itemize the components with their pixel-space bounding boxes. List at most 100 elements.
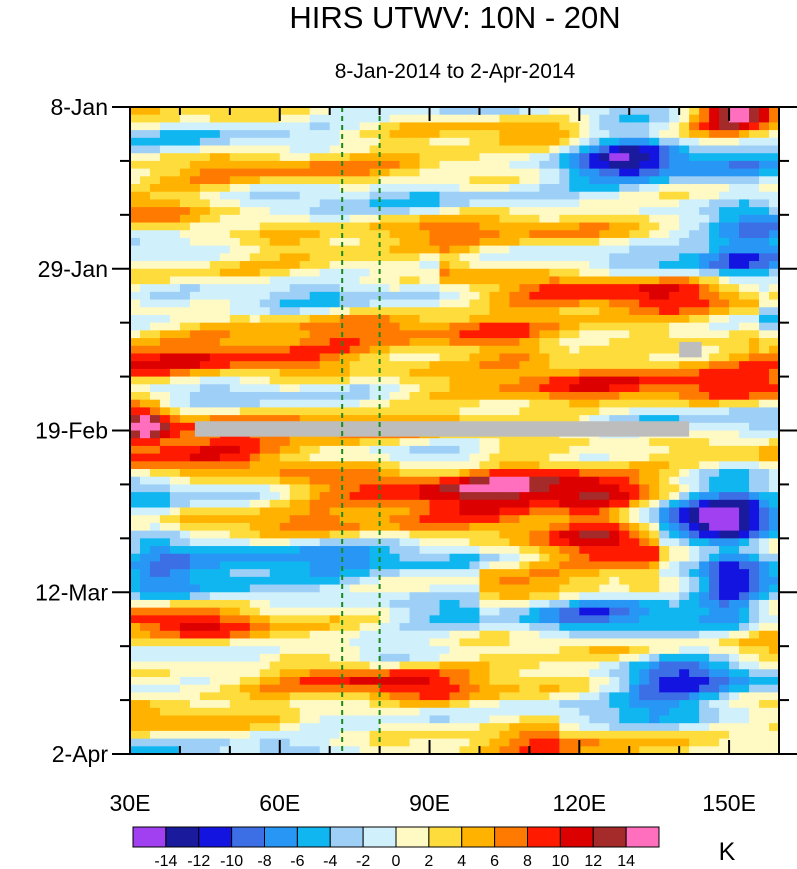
field-cell — [609, 561, 620, 570]
field-cell — [429, 676, 441, 686]
field-cell — [149, 284, 161, 293]
field-cell — [409, 276, 421, 285]
field-cell — [279, 546, 291, 555]
field-cell — [499, 384, 511, 393]
field-cell — [419, 368, 431, 378]
field-cell — [159, 291, 171, 301]
field-cell — [479, 569, 491, 578]
field-cell — [259, 576, 271, 586]
field-cell — [289, 576, 301, 586]
field-cell — [289, 730, 301, 740]
field-cell — [359, 407, 371, 416]
field-cell — [389, 338, 401, 347]
field-cell — [179, 445, 191, 455]
field-cell — [309, 384, 321, 393]
field-cell — [449, 207, 461, 216]
field-cell — [709, 137, 720, 147]
field-cell — [639, 153, 650, 162]
field-cell — [539, 307, 550, 316]
field-cell — [149, 738, 161, 747]
field-cell — [339, 515, 351, 524]
field-cell — [359, 653, 371, 663]
field-cell — [409, 469, 421, 478]
field-cell — [229, 638, 241, 647]
field-cell — [649, 276, 660, 285]
field-cell — [469, 276, 481, 285]
field-cell — [549, 253, 560, 262]
field-cell — [529, 515, 540, 524]
field-cell — [569, 692, 580, 701]
field-cell — [659, 299, 670, 308]
field-cell — [709, 453, 720, 462]
field-cell — [309, 330, 321, 339]
field-cell — [179, 430, 191, 439]
field-cell — [209, 445, 221, 455]
field-cell — [649, 107, 660, 116]
field-cell — [239, 291, 251, 301]
field-cell — [209, 307, 221, 316]
field-cell — [459, 592, 471, 601]
field-cell — [349, 615, 361, 624]
field-cell — [599, 623, 610, 632]
field-cell — [419, 276, 431, 285]
field-cell — [519, 330, 530, 339]
field-cell — [499, 445, 511, 455]
field-cell — [289, 168, 301, 177]
field-cell — [629, 191, 640, 201]
field-cell — [539, 338, 550, 347]
field-cell — [159, 407, 171, 416]
field-cell — [599, 553, 610, 563]
field-cell — [709, 707, 720, 717]
field-cell — [399, 207, 411, 216]
field-cell — [189, 284, 201, 293]
field-cell — [379, 137, 391, 147]
field-cell — [179, 160, 191, 170]
field-cell — [529, 376, 540, 385]
field-cell — [559, 322, 570, 331]
field-cell — [239, 237, 251, 247]
field-cell — [149, 415, 161, 424]
field-cell — [229, 345, 241, 355]
field-cell — [259, 237, 271, 247]
field-cell — [459, 230, 471, 239]
field-cell — [499, 715, 511, 724]
field-cell — [349, 492, 361, 501]
field-cell — [469, 553, 481, 563]
field-cell — [329, 307, 341, 316]
field-cell — [639, 599, 650, 609]
field-cell — [489, 299, 501, 308]
field-cell — [269, 130, 281, 139]
field-cell — [179, 291, 191, 301]
field-cell — [709, 122, 720, 131]
field-cell — [179, 253, 191, 262]
field-cell — [399, 576, 411, 586]
field-cell — [399, 700, 411, 709]
field-cell — [689, 469, 700, 478]
field-cell — [309, 114, 321, 123]
field-cell — [259, 453, 271, 462]
field-cell — [139, 730, 151, 740]
field-cell — [479, 653, 491, 663]
field-cell — [159, 661, 171, 670]
field-cell — [539, 107, 550, 116]
field-cell — [469, 453, 481, 462]
field-cell — [669, 638, 680, 647]
field-cell — [329, 607, 341, 616]
field-cell — [179, 653, 191, 663]
field-cell — [469, 561, 481, 570]
field-cell — [649, 692, 660, 701]
field-cell — [549, 207, 560, 216]
field-cell — [299, 584, 311, 593]
field-cell — [699, 607, 710, 616]
field-cell — [359, 391, 371, 401]
field-cell — [269, 584, 281, 593]
field-cell — [249, 623, 261, 632]
field-cell — [309, 361, 321, 370]
field-cell — [159, 422, 171, 432]
field-cell — [509, 253, 520, 262]
field-cell — [269, 137, 281, 147]
field-cell — [389, 592, 401, 601]
field-cell — [509, 646, 520, 655]
field-cell — [699, 422, 710, 432]
field-cell — [159, 230, 171, 239]
